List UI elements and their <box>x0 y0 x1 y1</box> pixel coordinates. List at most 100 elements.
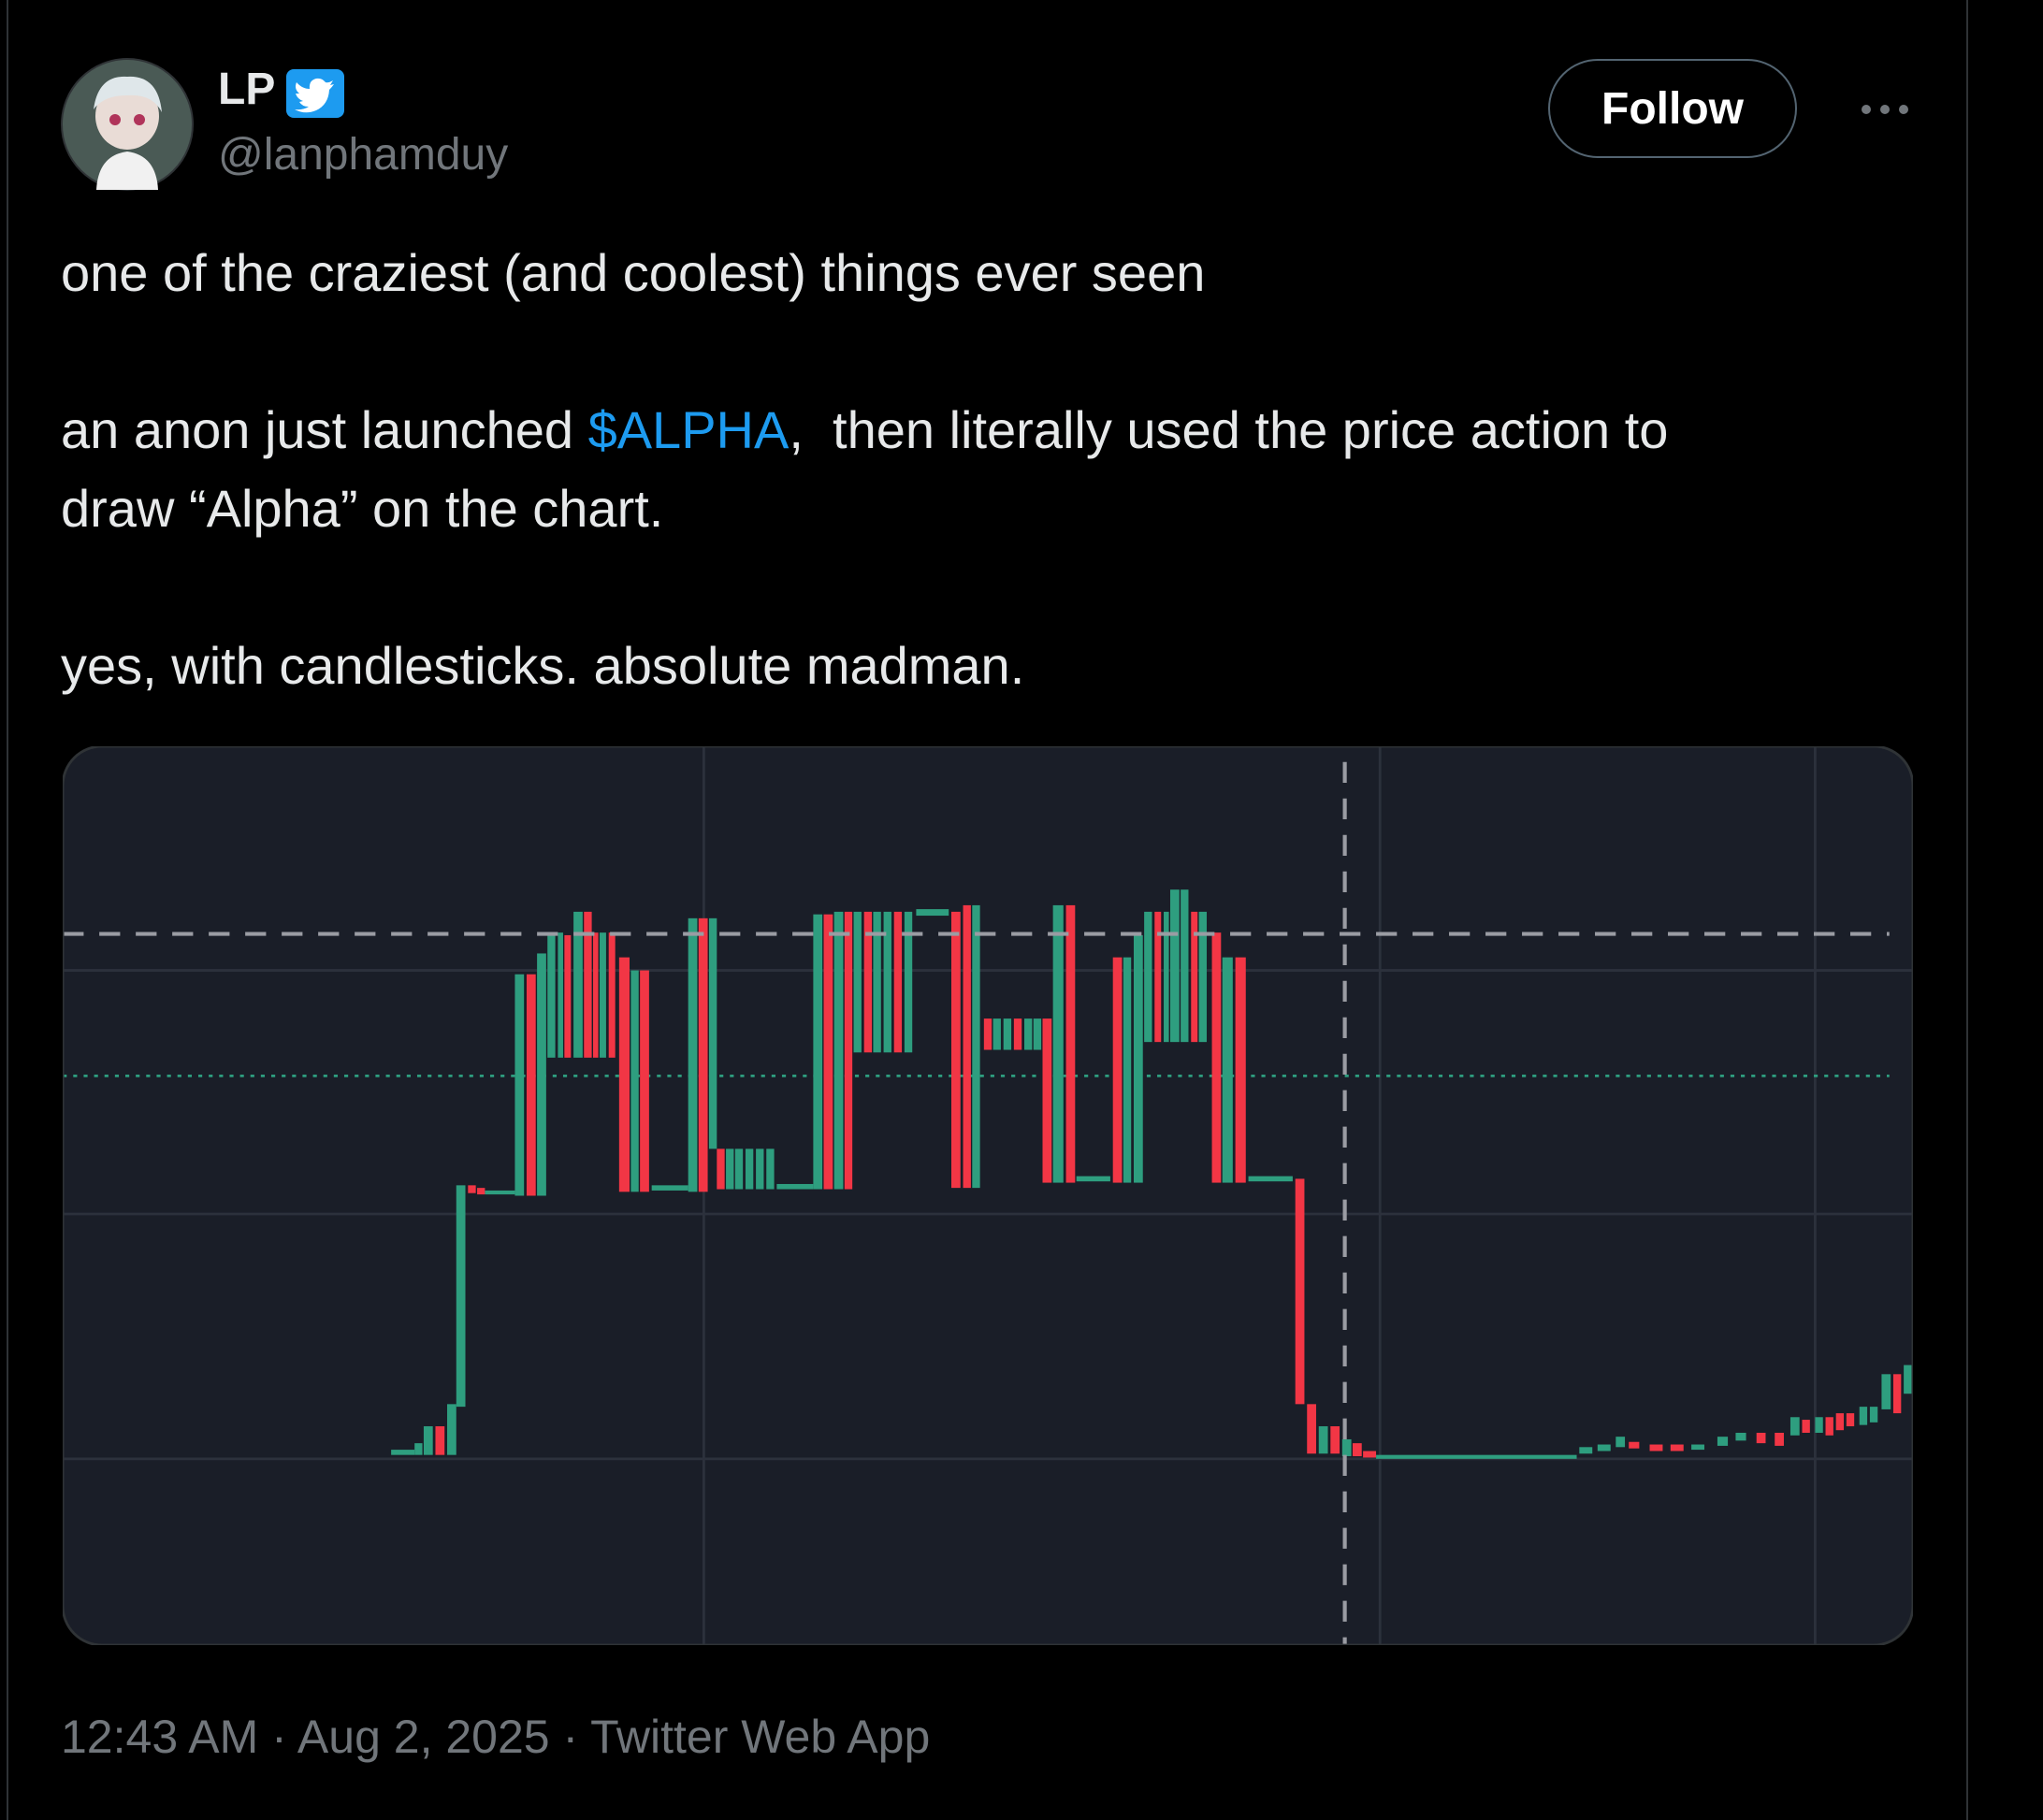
candle <box>526 974 536 1196</box>
candle <box>1133 934 1143 1183</box>
candle <box>1363 1451 1377 1458</box>
candle <box>547 934 556 1058</box>
candle <box>873 911 881 1053</box>
avatar[interactable] <box>61 58 194 191</box>
candle <box>963 904 971 1189</box>
candle <box>414 1443 423 1455</box>
candle <box>766 1148 775 1190</box>
candle <box>1065 904 1076 1183</box>
cashtag-link[interactable]: $ALPHA <box>587 400 790 459</box>
candle <box>756 1148 764 1190</box>
chart-content <box>63 746 1913 1645</box>
candle <box>1222 957 1233 1183</box>
candle <box>1164 911 1169 1043</box>
candle <box>883 911 891 1053</box>
author-handle[interactable]: @lanphamduy <box>218 130 509 180</box>
candle <box>423 1426 433 1455</box>
more-menu[interactable] <box>1857 98 1913 121</box>
timestamp[interactable]: 12:43 AM · Aug 2, 2025 · Twitter Web App <box>61 1711 931 1763</box>
left-border <box>7 0 8 1820</box>
candle <box>993 1018 1001 1050</box>
candle <box>863 911 873 1053</box>
candle <box>983 1018 993 1050</box>
candle <box>1154 911 1162 1043</box>
text-line: one of the craziest (and coolest) things… <box>61 243 1206 302</box>
candle <box>1717 1437 1729 1446</box>
candle <box>893 911 903 1053</box>
text-line: draw “Alpha” on the chart. <box>61 479 664 538</box>
candle <box>608 932 616 1058</box>
candle <box>1144 911 1152 1043</box>
candle <box>1629 1441 1640 1449</box>
candle <box>1859 1407 1868 1425</box>
candle <box>972 904 980 1189</box>
candle <box>1869 1407 1878 1423</box>
candle <box>745 1148 754 1190</box>
candle <box>1013 1018 1022 1050</box>
candle <box>833 911 844 1190</box>
candle <box>1198 911 1207 1043</box>
candle <box>477 1188 485 1195</box>
candle <box>1649 1444 1663 1452</box>
candle <box>1846 1413 1855 1427</box>
candle <box>1307 1404 1316 1454</box>
candle <box>1670 1444 1684 1452</box>
candle <box>584 911 592 1058</box>
candle <box>435 1426 445 1455</box>
candle <box>726 1148 734 1190</box>
candle <box>1789 1417 1800 1436</box>
candle <box>391 1450 415 1455</box>
verified-badge <box>286 69 344 118</box>
candle <box>564 934 572 1058</box>
text-line: , then literally used the price action t… <box>789 400 1669 459</box>
candle <box>514 974 525 1196</box>
text-line: yes, with candlesticks. absolute madman. <box>61 636 1025 695</box>
candle <box>1076 1176 1110 1182</box>
candle <box>468 1185 476 1193</box>
chart-bg <box>63 746 1913 1645</box>
candle <box>1052 904 1064 1183</box>
candle <box>1318 1426 1328 1454</box>
candle <box>592 932 599 1058</box>
tweet-text: one of the craziest (and coolest) things… <box>61 234 1668 705</box>
candle <box>717 1148 725 1190</box>
candle <box>1735 1432 1746 1441</box>
candle <box>618 957 630 1192</box>
candle <box>537 953 546 1196</box>
candle <box>573 911 583 1058</box>
text-line: an anon just launched <box>61 400 588 459</box>
candle <box>698 917 708 1192</box>
candle <box>1181 889 1189 1043</box>
candles <box>391 889 1913 1459</box>
candle <box>904 911 913 1053</box>
candle <box>1330 1426 1340 1454</box>
candle <box>651 1185 688 1191</box>
candle <box>1191 911 1198 1043</box>
candle <box>708 917 717 1149</box>
follow-button[interactable]: Follow <box>1548 59 1797 158</box>
candle <box>599 932 606 1058</box>
candle <box>1248 1176 1293 1182</box>
candle <box>1815 1417 1823 1433</box>
candle <box>1352 1443 1362 1457</box>
candle <box>1825 1417 1833 1436</box>
candle <box>1881 1374 1891 1409</box>
candle <box>1003 1018 1012 1050</box>
candle <box>1835 1413 1845 1431</box>
candle <box>1904 1365 1913 1394</box>
candle <box>1235 957 1246 1183</box>
candle <box>447 1404 456 1455</box>
grid <box>63 746 1913 1645</box>
candle <box>776 1183 814 1190</box>
candle <box>1295 1178 1305 1405</box>
candle <box>1123 957 1132 1183</box>
author-name[interactable]: LP <box>218 65 276 114</box>
chart-image[interactable] <box>63 746 1913 1645</box>
candle <box>853 911 862 1053</box>
candle <box>916 909 949 917</box>
candle <box>1169 889 1180 1043</box>
candle <box>951 911 961 1189</box>
candle <box>558 932 563 1058</box>
candle <box>1691 1444 1705 1451</box>
candle <box>813 914 823 1190</box>
